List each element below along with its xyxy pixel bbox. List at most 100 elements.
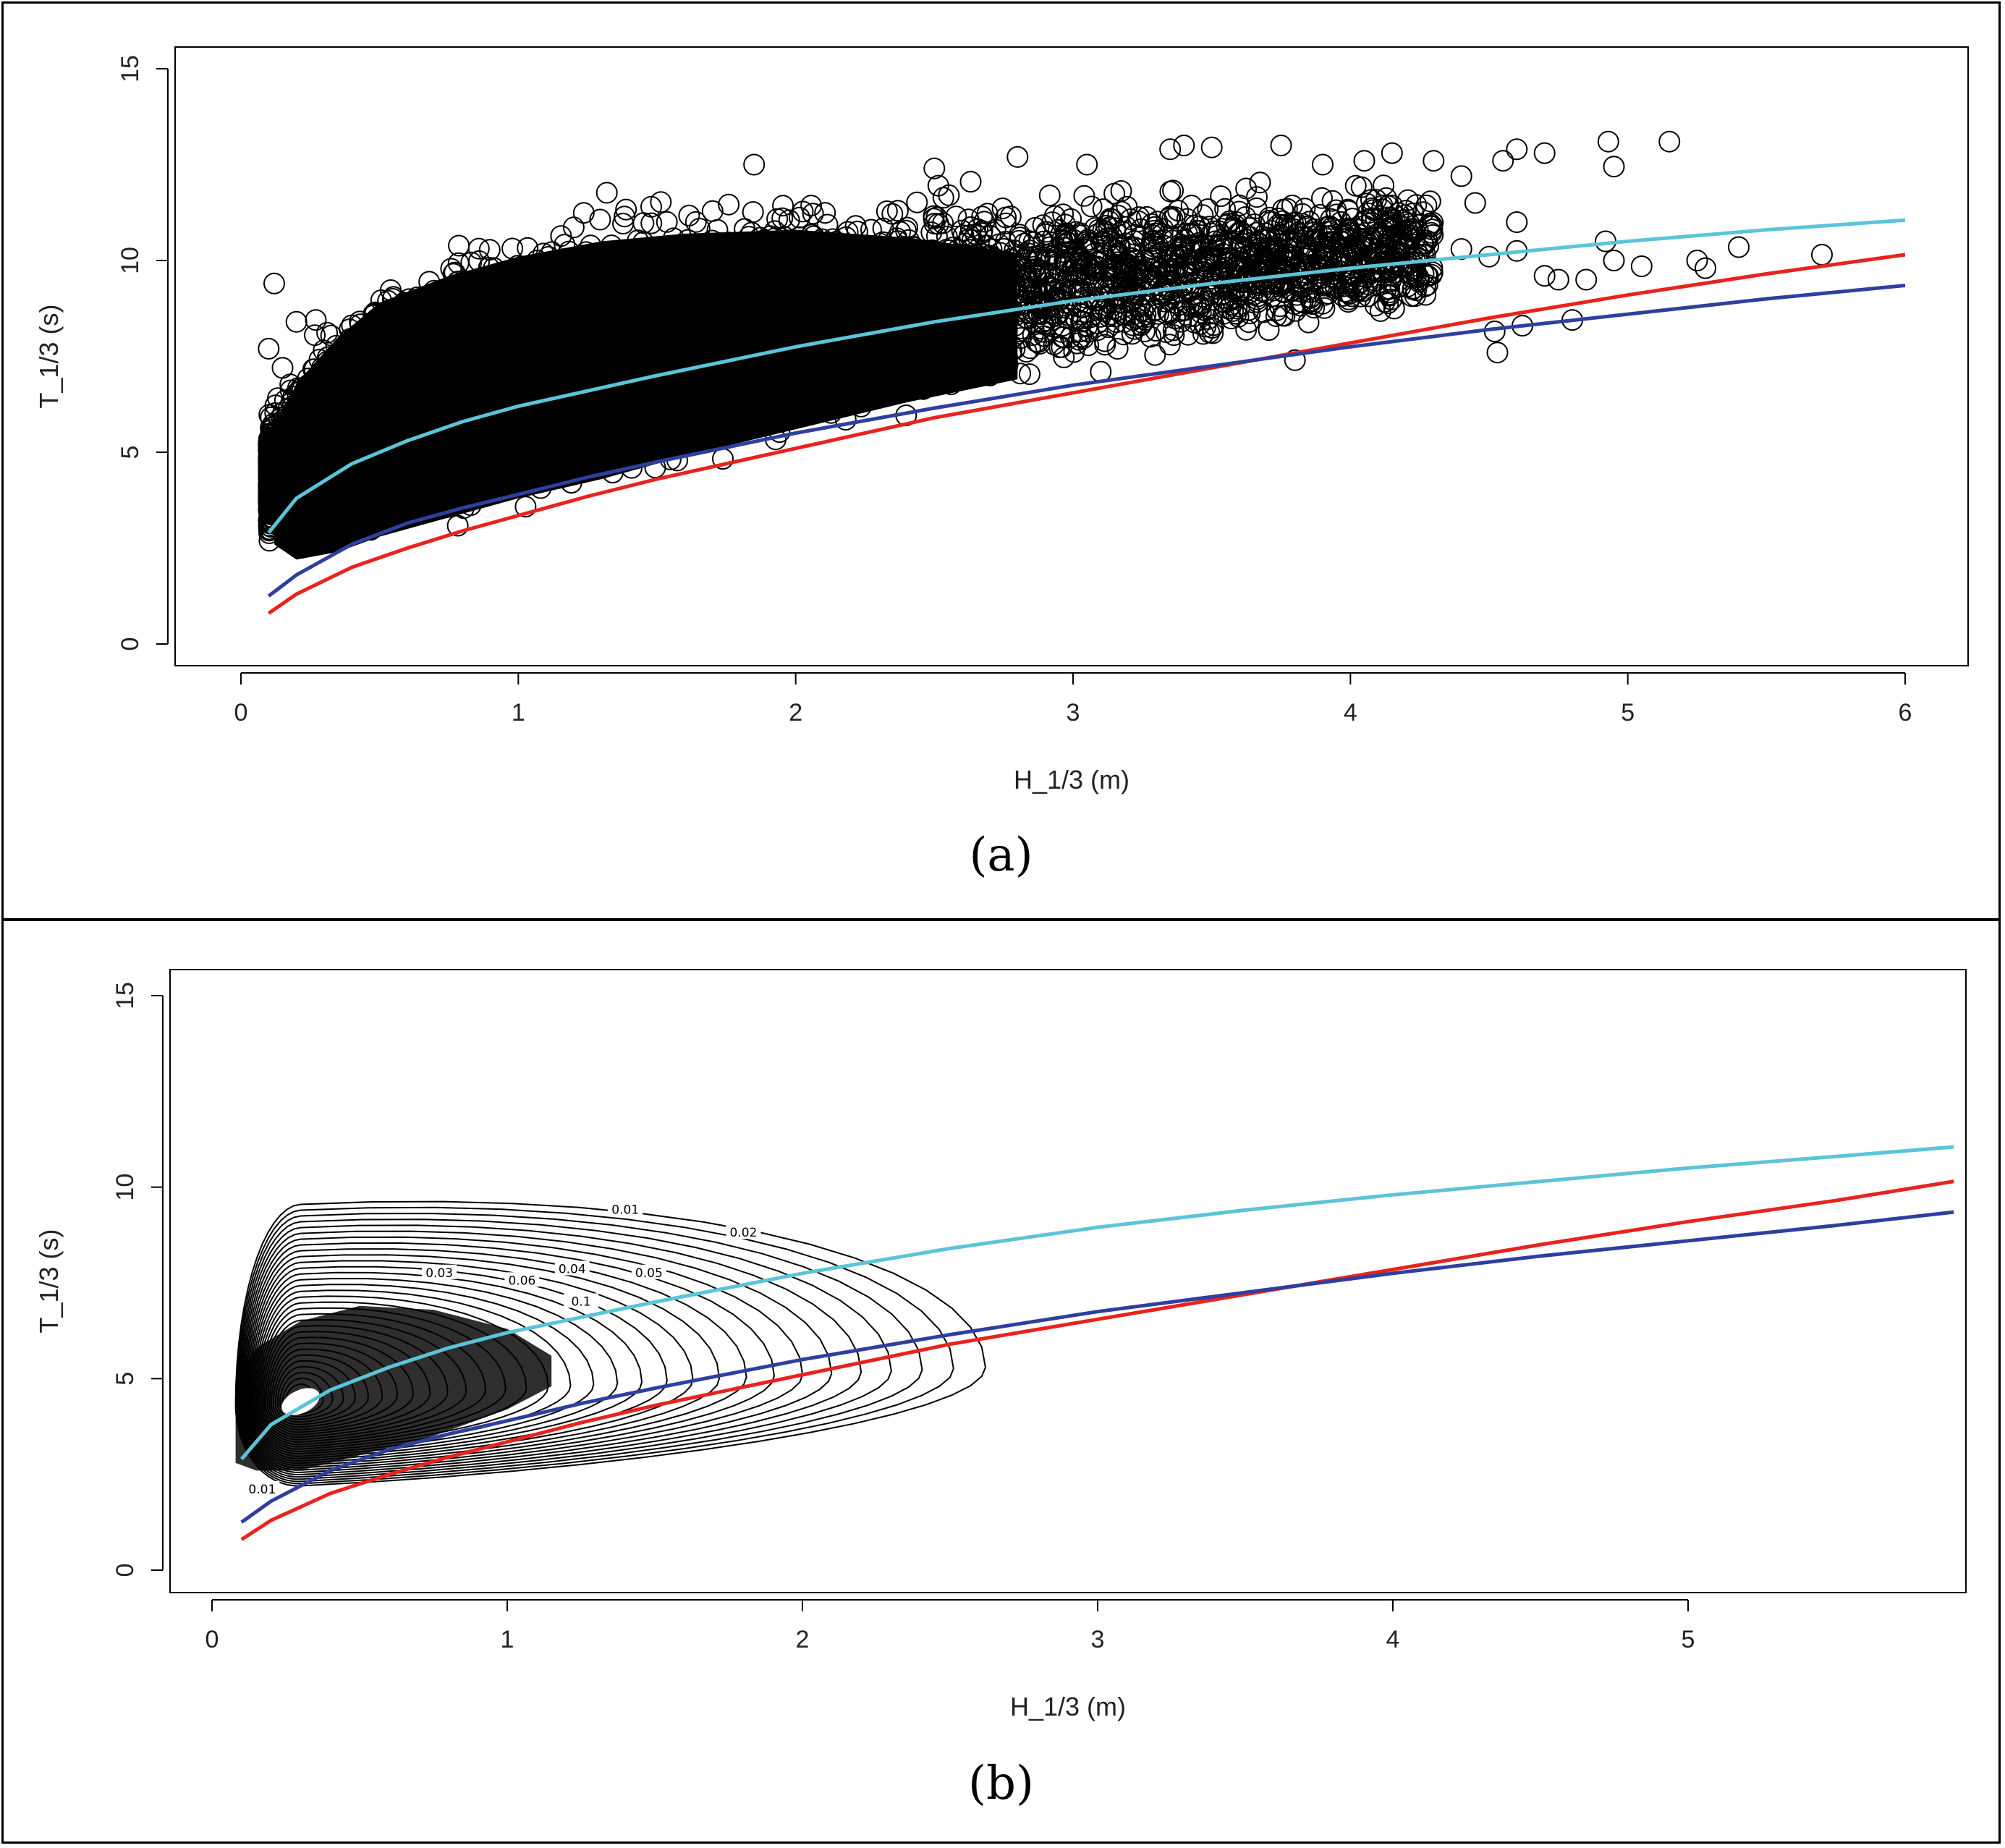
- scatter-point: [1294, 198, 1316, 220]
- scatter-point: [1143, 216, 1166, 238]
- scatter-point: [1336, 245, 1358, 268]
- scatter-point: [1120, 247, 1143, 269]
- scatter-point: [1383, 256, 1405, 279]
- scatter-point: [718, 193, 740, 216]
- scatter-point: [999, 205, 1022, 228]
- scatter-point: [932, 187, 954, 209]
- scatter-point: [589, 208, 611, 231]
- a-x-tick-label: 3: [1067, 699, 1080, 726]
- scatter-point: [684, 211, 707, 233]
- scatter-point: [1122, 309, 1145, 331]
- scatter-point: [1055, 226, 1077, 247]
- scatter-point: [1311, 187, 1333, 209]
- scatter-point: [802, 203, 824, 225]
- scatter-point: [991, 198, 1014, 219]
- scatter-point: [1038, 185, 1061, 207]
- panel-a: 0 1 2 3 4 5 6 0 5 10 15 H_1/3 (m) T_1/3 (s) (a): [1, 1, 2001, 920]
- scatter-point: [572, 202, 595, 224]
- scatter-point: [1132, 312, 1154, 334]
- scatter-point: [467, 237, 490, 260]
- scatter-point: [1161, 208, 1184, 230]
- scatter-point: [316, 321, 339, 344]
- scatter-point: [1177, 261, 1199, 283]
- scatter-point: [1114, 232, 1137, 255]
- a-x-tick-label: 0: [234, 699, 248, 726]
- scatter-point: [1234, 206, 1257, 228]
- scatter-point: [550, 225, 572, 247]
- scatter-point: [1375, 187, 1397, 209]
- scatter-point: [1272, 198, 1294, 221]
- scatter-point: [742, 201, 764, 223]
- scatter-point: [1076, 239, 1098, 261]
- scatter-point: [945, 205, 967, 228]
- scatter-point: [1171, 246, 1193, 268]
- scatter-point: [1032, 214, 1054, 237]
- scatter-point: [995, 212, 1017, 234]
- scatter-point: [1344, 174, 1367, 197]
- scatter-point: [1421, 257, 1444, 279]
- scatter-point: [1265, 305, 1287, 327]
- scatter-point: [1073, 185, 1095, 207]
- scatter-point: [1281, 195, 1303, 216]
- scatter-point: [1377, 292, 1399, 315]
- scatter-point: [1043, 205, 1066, 227]
- scatter-point: [1177, 323, 1199, 346]
- a-x-tick-label: 6: [1899, 699, 1912, 726]
- scatter-point: [1046, 253, 1068, 275]
- scatter-point: [927, 174, 949, 197]
- scatter-point: [1192, 286, 1214, 308]
- scatter-point: [1079, 257, 1101, 279]
- a-y-tick-label: 15: [116, 55, 144, 82]
- scatter-point: [1077, 334, 1100, 357]
- scatter-point: [1246, 186, 1268, 208]
- a-plot-frame: [174, 46, 1969, 666]
- scatter-point: [1258, 319, 1280, 342]
- scatter-point: [1098, 216, 1120, 239]
- scatter-point: [1144, 344, 1166, 366]
- scatter-point: [1419, 190, 1441, 213]
- scatter-point: [1402, 278, 1424, 300]
- scatter-point: [614, 205, 636, 228]
- scatter-point: [1245, 197, 1268, 219]
- scatter-point: [1249, 171, 1271, 194]
- scatter-point: [1266, 299, 1288, 321]
- scatter-point: [1150, 241, 1173, 263]
- scatter-point: [1226, 297, 1248, 320]
- scatter-point: [814, 202, 836, 224]
- scatter-point: [1165, 241, 1187, 263]
- scatter-point: [1234, 238, 1256, 260]
- a-x-axis-title: H_1/3 (m): [1014, 765, 1129, 794]
- scatter-point: [1381, 288, 1403, 310]
- scatter-point: [1337, 291, 1360, 313]
- scatter-point: [1214, 198, 1237, 220]
- scatter-point: [1373, 174, 1395, 197]
- scatter-point: [1379, 271, 1402, 293]
- scatter-point: [1106, 245, 1128, 268]
- scatter-point: [1093, 222, 1116, 245]
- scatter-point: [1301, 293, 1323, 315]
- scatter-point: [1197, 198, 1219, 221]
- scatter-point: [1018, 363, 1040, 386]
- scatter-point: [1252, 301, 1275, 323]
- scatter-point: [1080, 255, 1103, 276]
- a-x-tick-label: 2: [789, 699, 802, 726]
- scatter-point: [1184, 215, 1206, 237]
- scatter-point: [640, 212, 663, 234]
- scatter-point: [1189, 297, 1211, 319]
- scatter-point: [923, 213, 946, 234]
- scatter-point: [1405, 194, 1428, 216]
- scatter-point: [1313, 272, 1335, 294]
- scatter-point: [1321, 190, 1344, 212]
- a-x-tick-label: 4: [1344, 699, 1357, 726]
- scatter-point: [886, 200, 909, 222]
- scatter-point: [1159, 303, 1182, 325]
- scatter-point: [1022, 301, 1044, 323]
- scatter-point: [800, 195, 823, 217]
- scatter-point: [1019, 240, 1041, 262]
- scatter-point: [881, 203, 904, 225]
- scatter-point: [1156, 271, 1177, 293]
- a-y-tick-label: 10: [116, 247, 144, 274]
- scatter-point: [1313, 297, 1336, 319]
- scatter-point: [1146, 211, 1169, 233]
